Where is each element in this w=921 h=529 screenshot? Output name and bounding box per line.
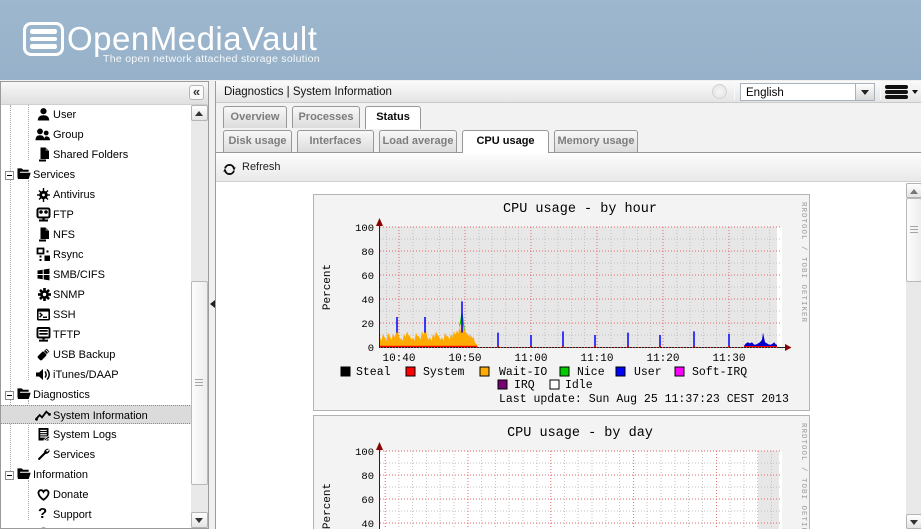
svg-text:Percent: Percent (322, 483, 334, 529)
svg-text:0: 0 (368, 343, 374, 355)
svg-text:80: 80 (361, 247, 374, 259)
svg-text:11:10: 11:10 (580, 353, 613, 365)
svg-text:CPU usage - by hour: CPU usage - by hour (503, 202, 657, 217)
svg-text:Soft-IRQ: Soft-IRQ (692, 366, 747, 379)
svg-text:Percent: Percent (322, 264, 334, 310)
svg-text:40: 40 (361, 295, 374, 307)
svg-text:RRDTOOL / TOBI OETIKER: RRDTOOL / TOBI OETIKER (799, 423, 807, 529)
svg-text:100: 100 (355, 447, 374, 459)
svg-text:20: 20 (361, 319, 374, 331)
svg-text:RRDTOOL / TOBI OETIKER: RRDTOOL / TOBI OETIKER (799, 202, 807, 323)
svg-text:Steal: Steal (356, 366, 391, 379)
svg-text:100: 100 (355, 223, 374, 235)
svg-text:10:50: 10:50 (448, 353, 481, 365)
svg-text:60: 60 (361, 271, 374, 283)
svg-text:Idle: Idle (565, 379, 593, 392)
svg-text:User: User (634, 366, 662, 379)
svg-text:Nice: Nice (577, 366, 605, 379)
svg-text:IRQ: IRQ (514, 379, 535, 392)
svg-text:11:00: 11:00 (514, 353, 547, 365)
svg-text:60: 60 (361, 495, 374, 507)
svg-text:10:40: 10:40 (382, 353, 415, 365)
svg-text:Wait-IO: Wait-IO (499, 366, 547, 379)
svg-text:80: 80 (361, 471, 374, 483)
svg-text:CPU usage - by day: CPU usage - by day (507, 426, 653, 441)
svg-text:Last update: Sun Aug 25 11:37:: Last update: Sun Aug 25 11:37:23 CEST 20… (499, 393, 789, 406)
svg-text:11:20: 11:20 (646, 353, 679, 365)
svg-text:System: System (423, 366, 465, 379)
svg-text:40: 40 (361, 519, 374, 529)
svg-text:11:30: 11:30 (712, 353, 745, 365)
